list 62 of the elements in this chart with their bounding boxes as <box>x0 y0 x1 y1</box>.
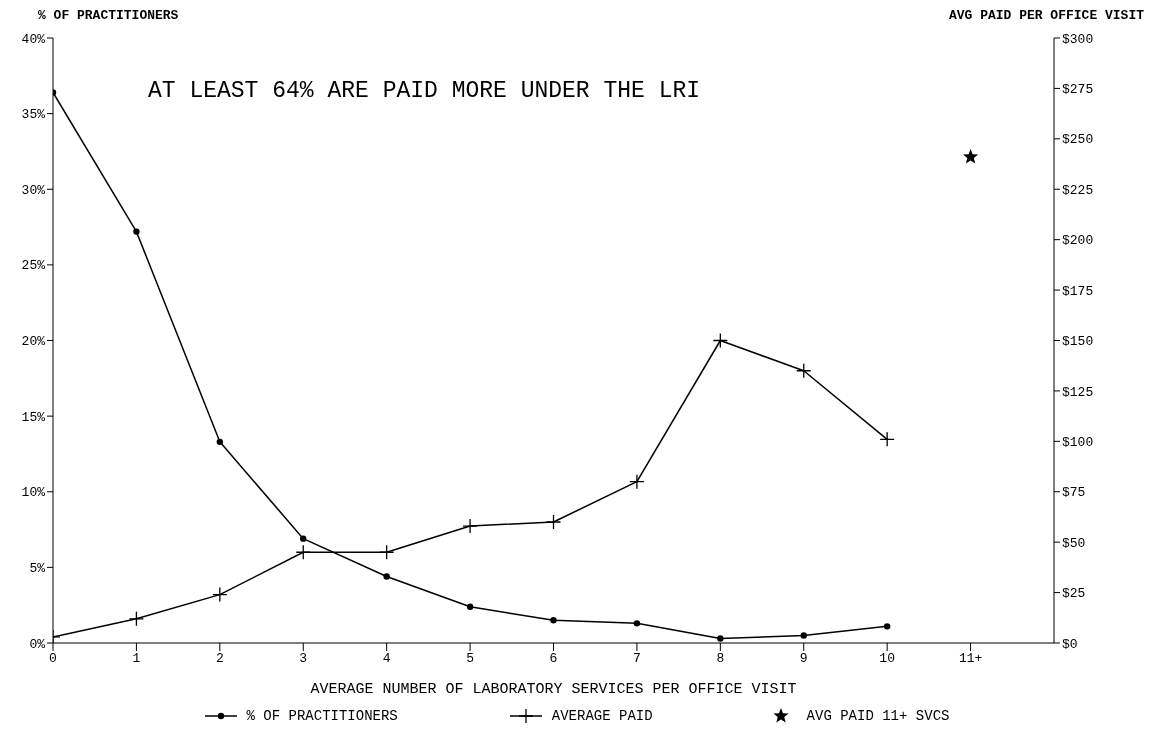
point <box>295 544 311 560</box>
point <box>629 474 645 490</box>
y2-tick-label: $0 <box>1062 636 1078 652</box>
point <box>800 632 807 639</box>
point <box>212 586 228 603</box>
y2-tick-label: $275 <box>1062 82 1094 98</box>
x-tick-label: 9 <box>799 651 808 667</box>
y-axis-title: % OF PRACTITIONERS <box>38 8 179 23</box>
y2-tick-label: $150 <box>1062 334 1094 350</box>
y-tick-label: 35% <box>21 107 46 123</box>
point <box>133 228 140 235</box>
point <box>379 544 395 560</box>
point <box>633 620 641 627</box>
y2-tick-label: $175 <box>1062 283 1094 299</box>
point <box>550 617 557 624</box>
legend-label: % OF PRACTITIONERS <box>246 708 398 724</box>
point <box>962 148 979 164</box>
y-tick-label: 20% <box>21 334 46 350</box>
x-tick-label: 4 <box>382 651 391 667</box>
y2-tick-label: $75 <box>1062 485 1086 501</box>
x-tick-label: 5 <box>466 651 474 667</box>
point <box>383 573 390 580</box>
y2-tick-label: $300 <box>1062 31 1094 47</box>
annotation: AT LEAST 64% ARE PAID MORE UNDER THE LRI <box>148 78 701 104</box>
point <box>216 438 224 446</box>
point <box>879 431 895 447</box>
y-tick-label: 10% <box>21 485 46 501</box>
point <box>883 623 891 630</box>
point <box>462 518 478 534</box>
y2-tick-label: $25 <box>1062 586 1086 602</box>
y2-tick-label: $250 <box>1062 132 1094 148</box>
point <box>717 635 724 642</box>
y2-tick-label: $225 <box>1062 182 1094 198</box>
x-tick-label: 6 <box>549 651 558 667</box>
point <box>545 514 562 530</box>
x-tick-label: 3 <box>299 651 308 667</box>
legend-label: AVERAGE PAID <box>551 708 653 724</box>
point <box>796 363 812 379</box>
x-tick-label: 7 <box>633 651 641 667</box>
x-tick-label: 0 <box>49 651 57 667</box>
y2-tick-label: $50 <box>1062 535 1086 551</box>
x-axis-title: AVERAGE NUMBER OF LABORATORY SERVICES PER OFFICE VISIT <box>310 681 797 698</box>
x-tick-label: 10 <box>879 651 895 667</box>
point <box>300 535 307 542</box>
y-tick-label: 25% <box>21 258 46 274</box>
y2-tick-label: $200 <box>1062 233 1094 249</box>
point <box>466 603 474 610</box>
y2-axis-title: AVG PAID PER OFFICE VISIT <box>948 8 1144 23</box>
x-tick-label: 2 <box>215 651 224 667</box>
y-tick-label: 0% <box>29 636 46 652</box>
point <box>712 332 728 349</box>
y-tick-label: 15% <box>21 409 46 425</box>
legend-label: AVG PAID 11+ SVCS <box>806 708 950 724</box>
point <box>128 611 145 627</box>
y2-tick-label: $125 <box>1062 384 1094 400</box>
y2-tick-label: $100 <box>1062 434 1094 450</box>
y-tick-label: 40% <box>21 31 46 47</box>
x-tick-label: 1 <box>132 651 141 667</box>
x-tick-label: 8 <box>716 651 725 667</box>
y-tick-label: 5% <box>29 560 46 576</box>
y-tick-label: 30% <box>21 182 46 198</box>
x-tick-label: 11+ <box>958 651 983 667</box>
